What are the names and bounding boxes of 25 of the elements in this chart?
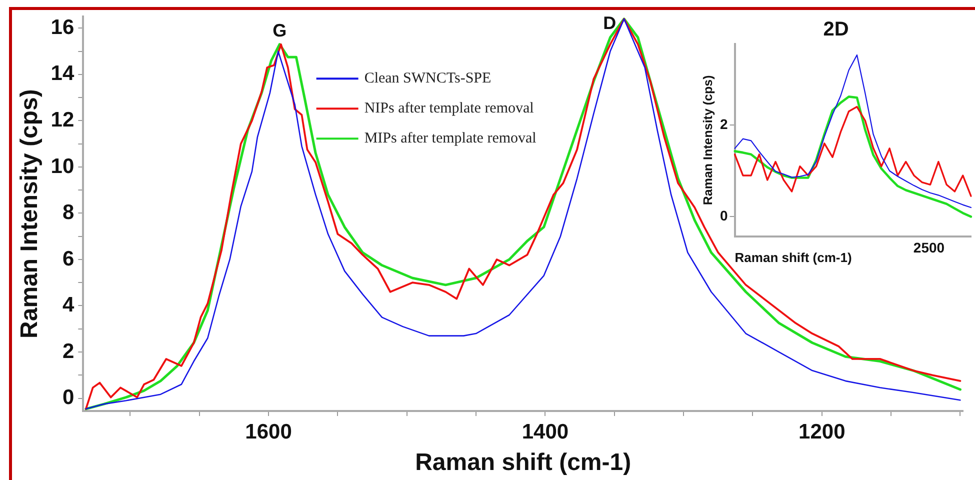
x-tick-label: 1600 xyxy=(245,420,292,444)
y-axis-title: Raman Intensity (cps) xyxy=(700,75,715,206)
y-tick-label: 4 xyxy=(62,294,74,317)
x-axis-title: Raman shift (cm-1) xyxy=(415,449,632,476)
chart-title: 2D xyxy=(823,18,849,41)
y-tick-label: 6 xyxy=(62,247,74,270)
y-tick-label: 2 xyxy=(62,340,74,363)
y-tick-label: 0 xyxy=(720,208,728,224)
legend-label: MIPs after template removal xyxy=(364,130,536,147)
x-tick-label: 1400 xyxy=(522,420,569,444)
y-tick-label: 2 xyxy=(720,116,728,132)
y-tick-label: 16 xyxy=(50,16,74,39)
annotation: 2500 xyxy=(913,239,945,256)
annotation: D xyxy=(603,12,616,33)
x-tick-label: 1200 xyxy=(798,420,846,444)
annotation: G xyxy=(272,20,287,40)
y-tick-label: 0 xyxy=(62,386,74,410)
y-tick-label: 12 xyxy=(50,108,74,132)
y-axis-title: Raman Intensity (cps) xyxy=(16,89,44,338)
legend-label: NIPs after template removal xyxy=(364,100,534,117)
y-tick-label: 10 xyxy=(50,154,74,178)
x-axis-title: Raman shift (cm-1) xyxy=(734,250,852,265)
legend-label: Clean SWNCTs-SPE xyxy=(364,70,492,87)
y-tick-label: 8 xyxy=(62,201,74,224)
y-tick-label: 14 xyxy=(50,62,74,86)
